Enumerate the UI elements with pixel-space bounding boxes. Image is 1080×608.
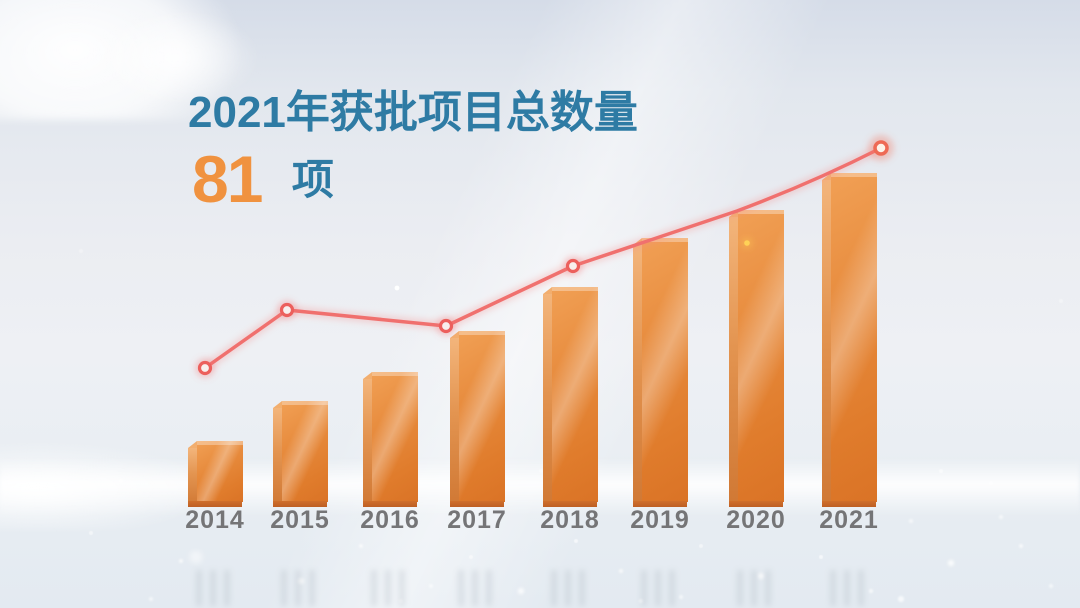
bar-side bbox=[450, 338, 459, 506]
bar-2019 bbox=[633, 238, 688, 507]
bar-side bbox=[543, 294, 552, 506]
bar-side bbox=[633, 245, 642, 506]
bar-face bbox=[552, 287, 598, 502]
bar-side bbox=[363, 379, 372, 506]
bar-side bbox=[188, 448, 197, 506]
bar-face bbox=[738, 210, 784, 502]
bar-face bbox=[831, 173, 877, 502]
bar-corner bbox=[273, 401, 282, 408]
bar-base bbox=[188, 501, 242, 507]
bar-base bbox=[543, 501, 597, 507]
bar-reflection bbox=[830, 570, 868, 606]
ground-glow-highlight bbox=[0, 440, 220, 530]
bar-base bbox=[450, 501, 504, 507]
bar-reflection bbox=[196, 570, 234, 606]
bar-side bbox=[273, 408, 282, 506]
bar-2016 bbox=[363, 372, 418, 507]
bar-2014 bbox=[188, 441, 243, 507]
year-label-2021: 2021 bbox=[819, 506, 879, 534]
bar-base bbox=[729, 501, 783, 507]
bar-side bbox=[822, 180, 831, 506]
bar-reflection bbox=[551, 570, 589, 606]
bar-corner bbox=[633, 238, 642, 245]
bar-face bbox=[459, 331, 505, 502]
bar-2015 bbox=[273, 401, 328, 507]
year-label-2020: 2020 bbox=[726, 506, 786, 534]
bar-reflection bbox=[641, 570, 679, 606]
bar-2021 bbox=[822, 173, 877, 507]
bar-2017 bbox=[450, 331, 505, 507]
bar-base bbox=[633, 501, 687, 507]
bar-side bbox=[729, 217, 738, 506]
cloud-decoration bbox=[90, 10, 260, 105]
year-label-2016: 2016 bbox=[360, 506, 420, 534]
bar-face bbox=[197, 441, 243, 502]
bar-corner bbox=[188, 441, 197, 448]
bar-base bbox=[363, 501, 417, 507]
year-label-2019: 2019 bbox=[630, 506, 690, 534]
bar-corner bbox=[543, 287, 552, 294]
bar-face bbox=[372, 372, 418, 502]
year-label-2014: 2014 bbox=[185, 506, 245, 534]
bar-reflection bbox=[371, 570, 409, 606]
bar-face bbox=[642, 238, 688, 502]
bar-base bbox=[273, 501, 327, 507]
bar-corner bbox=[363, 372, 372, 379]
bar-reflection bbox=[737, 570, 775, 606]
bar-corner bbox=[450, 331, 459, 338]
bar-face bbox=[282, 401, 328, 502]
bar-2020 bbox=[729, 210, 784, 507]
year-label-2015: 2015 bbox=[270, 506, 330, 534]
bar-2018 bbox=[543, 287, 598, 507]
bar-corner bbox=[822, 173, 831, 180]
page-title: 2021年获批项目总数量 bbox=[188, 88, 638, 137]
year-label-2017: 2017 bbox=[447, 506, 507, 534]
year-label-2018: 2018 bbox=[540, 506, 600, 534]
bar-reflection bbox=[458, 570, 496, 606]
bar-corner bbox=[729, 210, 738, 217]
bar-reflection bbox=[281, 570, 319, 606]
bar-base bbox=[822, 501, 876, 507]
